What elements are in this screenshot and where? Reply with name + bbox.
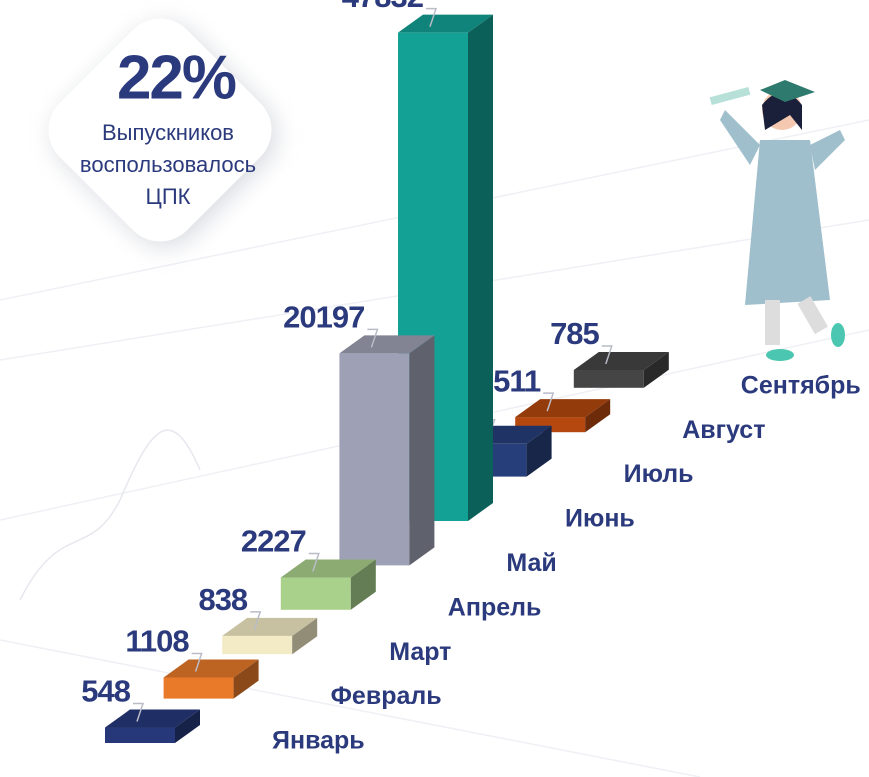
bar-side	[350, 559, 376, 610]
bar-side	[643, 351, 669, 388]
bar-side	[526, 425, 552, 477]
value-label: 785	[550, 316, 599, 351]
bar-top	[573, 351, 669, 370]
leader-line	[191, 652, 203, 672]
bar-front	[573, 369, 644, 388]
bar-side	[409, 335, 435, 566]
month-label: Май	[506, 549, 556, 577]
bar-front	[163, 677, 234, 699]
bar-side	[233, 659, 259, 699]
bar-side	[585, 399, 611, 433]
badge	[48, 18, 277, 247]
bar-top	[515, 399, 611, 418]
value-label: 548	[81, 674, 130, 709]
badge-text: воспользовалось	[80, 152, 256, 177]
bar-front	[339, 353, 410, 566]
month-label: Август	[682, 416, 765, 444]
leader-line	[601, 345, 613, 365]
month-label: Март	[389, 638, 451, 666]
month-label: Апрель	[448, 593, 542, 621]
leader-line	[543, 392, 555, 412]
bar-top	[105, 709, 200, 728]
bar-top	[398, 14, 493, 33]
badge-value: 22%	[117, 43, 236, 112]
bar-front	[222, 635, 293, 655]
month-label: Июль	[624, 460, 694, 488]
value-label: 838	[198, 582, 247, 617]
badge-text: ЦПК	[146, 184, 191, 209]
month-label: Февраль	[331, 682, 442, 710]
value-label: 511	[493, 363, 541, 398]
bar	[222, 617, 318, 655]
value-label: 47832	[342, 0, 423, 14]
bar-side	[292, 617, 318, 655]
bar	[280, 559, 376, 610]
month-label: Сентябрь	[741, 371, 861, 399]
month-label: Июнь	[565, 505, 635, 533]
value-label: 2227	[241, 524, 306, 559]
bar-top	[222, 617, 318, 636]
bar	[339, 335, 435, 566]
bar-front	[105, 727, 175, 743]
value-label: 20197	[283, 300, 364, 335]
bar-side	[468, 14, 493, 522]
month-label: Январь	[272, 727, 365, 755]
bar	[163, 659, 259, 699]
bar	[105, 709, 200, 743]
bar-top	[280, 559, 376, 578]
leader-line	[133, 702, 145, 722]
badge-text: Выпускников	[102, 120, 234, 145]
bar-top	[163, 659, 259, 678]
leader-line	[426, 7, 438, 27]
value-label: 1108	[125, 624, 189, 659]
bar-top	[339, 335, 435, 354]
leader-line	[367, 328, 379, 348]
leader-line	[308, 552, 320, 572]
bar-front	[280, 577, 351, 610]
graduate-illustration	[709, 80, 845, 361]
bar	[573, 351, 669, 388]
leader-line	[250, 611, 262, 631]
bars: 7855112281478322019722278381108548Январь…	[81, 0, 861, 755]
bar-side	[175, 709, 200, 743]
